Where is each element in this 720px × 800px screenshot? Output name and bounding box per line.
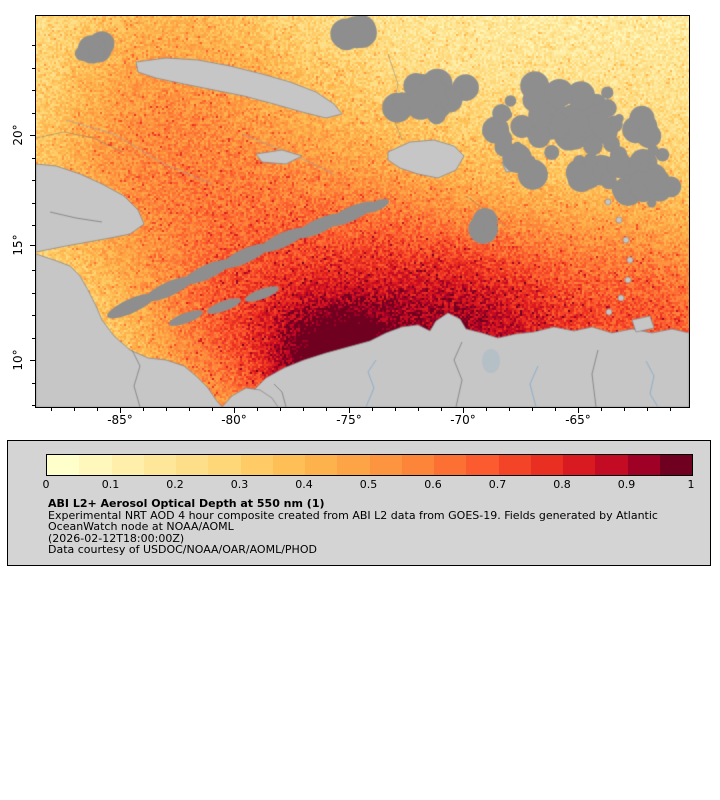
x-axis-minor-tick (417, 408, 419, 411)
y-axis-label: 10° (11, 349, 25, 371)
x-axis-minor-tick (303, 408, 305, 411)
y-axis-minor-tick (32, 180, 35, 181)
colorbar-segment (401, 455, 434, 475)
colorbar-tick-label: 0.8 (553, 478, 571, 491)
x-axis-minor-tick (326, 408, 328, 411)
x-axis-minor-tick (600, 408, 602, 411)
y-axis-minor-tick (32, 337, 35, 339)
x-axis-minor-tick (142, 408, 144, 411)
map-frame (35, 15, 690, 408)
x-axis-tick (463, 408, 464, 413)
legend-description-line-2: OceanWatch node at NOAA/AOML (48, 520, 234, 533)
x-axis-tick (578, 408, 579, 413)
x-axis-label: -70° (450, 413, 476, 427)
colorbar-tick-label: 0.6 (424, 478, 442, 491)
legend-description-line-1: Experimental NRT AOD 4 hour composite cr… (48, 508, 658, 522)
y-axis-minor-tick (32, 270, 35, 271)
x-axis-minor-tick (555, 408, 557, 411)
aod-map-canvas (36, 16, 689, 407)
colorbar-segment (305, 455, 338, 475)
legend-courtesy: Data courtesy of USDOC/NOAA/OAR/AOML/PHO… (48, 543, 317, 556)
colorbar-tick-label: 0.3 (230, 478, 249, 491)
y-axis-minor-tick (32, 202, 35, 204)
y-axis-minor-tick (32, 45, 35, 46)
x-axis-minor-tick (165, 408, 167, 411)
colorbar-tick-label: 0.5 (359, 478, 378, 491)
colorbar-segment (111, 455, 144, 475)
x-axis-minor-tick (532, 408, 534, 411)
x-axis-minor-tick (394, 408, 396, 411)
x-axis-minor-tick (188, 408, 190, 411)
x-axis-label: -65° (565, 413, 591, 427)
legend-text: ABI L2+ Aerosol Optical Depth at 550 nm … (48, 498, 658, 556)
colorbar-segment (498, 455, 531, 475)
colorbar-segment (466, 455, 499, 475)
colorbar-segment (143, 455, 176, 475)
x-axis-minor-tick (280, 408, 282, 411)
colorbar-segment (530, 455, 563, 475)
y-axis-label: 15° (11, 234, 25, 256)
colorbar-tick-label: 1 (687, 478, 695, 491)
x-axis-minor-tick (74, 408, 76, 411)
colorbar-tick-label: 0 (42, 478, 50, 491)
colorbar-tick-label: 0.1 (101, 478, 120, 491)
x-axis-minor-tick (257, 408, 259, 411)
colorbar-tick-label: 0.9 (617, 478, 636, 491)
x-axis-minor-tick (646, 408, 648, 411)
x-axis-minor-tick (371, 408, 373, 411)
x-axis-minor-tick (669, 408, 671, 411)
y-axis-minor-tick (32, 225, 35, 226)
x-axis-minor-tick (486, 408, 488, 411)
x-axis-minor-tick (440, 408, 442, 411)
x-axis-label: -85° (107, 413, 133, 427)
y-axis-minor-tick (32, 405, 35, 406)
y-axis-minor-tick (32, 67, 35, 69)
colorbar-tick-label: 0.7 (488, 478, 507, 491)
y-axis-tick (30, 245, 35, 246)
colorbar-segment (79, 455, 112, 475)
x-axis-minor-tick (211, 408, 213, 411)
legend-timestamp: (2026-02-12T18:00:00Z) (48, 531, 185, 545)
y-axis-label: 20° (11, 124, 25, 146)
colorbar-segment (240, 455, 273, 475)
y-axis-minor-tick (32, 382, 35, 384)
y-axis-minor-tick (32, 157, 35, 159)
x-axis-tick (120, 408, 121, 413)
x-axis-minor-tick (97, 408, 99, 411)
legend-panel: 0 0.1 0.2 0.3 0.4 0.5 0.6 0.7 0.8 0.9 1 … (7, 440, 711, 566)
colorbar-tick-label: 0.4 (295, 478, 313, 491)
colorbar-segment (627, 455, 660, 475)
colorbar (46, 454, 693, 476)
colorbar-segment (176, 455, 209, 475)
colorbar-segment (595, 455, 628, 475)
colorbar-segment (208, 455, 241, 475)
colorbar-ticks: 0 0.1 0.2 0.3 0.4 0.5 0.6 0.7 0.8 0.9 1 (42, 478, 695, 492)
x-axis-label: -80° (221, 413, 247, 427)
colorbar-segment (563, 455, 596, 475)
colorbar-segment (272, 455, 305, 475)
x-axis-minor-tick (51, 408, 53, 411)
y-axis-minor-tick (32, 112, 35, 114)
y-axis-tick (30, 135, 35, 136)
y-axis-minor-tick (32, 90, 35, 91)
colorbar-segment (434, 455, 467, 475)
x-axis-tick (349, 408, 350, 413)
y-axis-minor-tick (32, 292, 35, 294)
y-axis-tick (30, 360, 35, 361)
x-axis-tick (234, 408, 235, 413)
x-axis-minor-tick (623, 408, 625, 411)
colorbar-segment (369, 455, 402, 475)
y-axis-minor-tick (32, 315, 35, 316)
x-axis-label: -75° (336, 413, 362, 427)
colorbar-segment (47, 455, 80, 475)
colorbar-segment (659, 455, 692, 475)
colorbar-segment (337, 455, 370, 475)
legend-title: ABI L2+ Aerosol Optical Depth at 550 nm … (48, 497, 325, 510)
colorbar-tick-label: 0.2 (166, 478, 184, 491)
x-axis-minor-tick (509, 408, 511, 411)
